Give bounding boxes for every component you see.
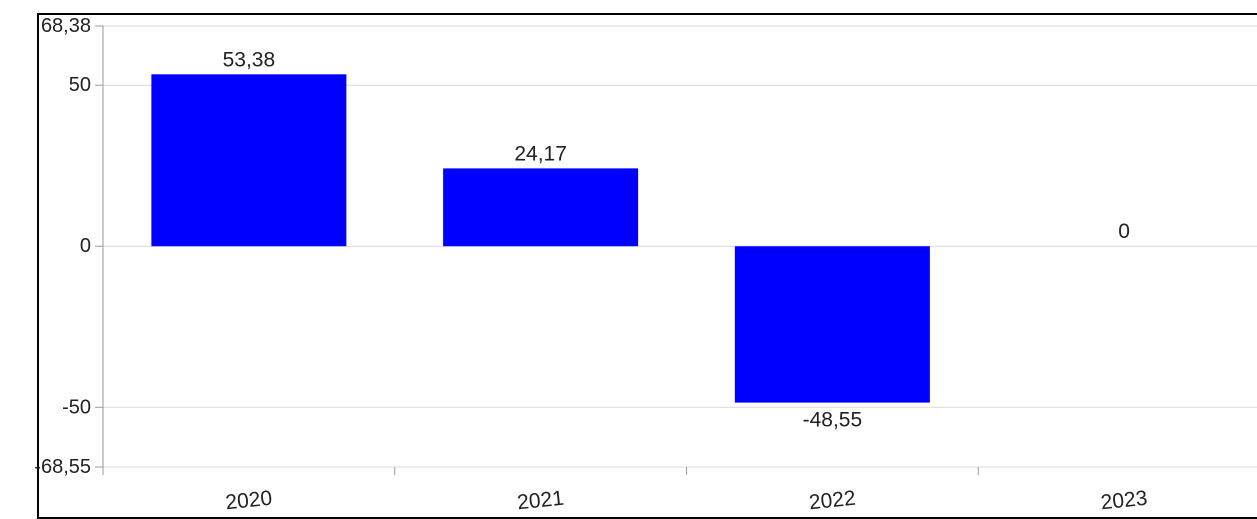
axes — [95, 25, 979, 475]
y-tick-label: 50 — [69, 74, 91, 96]
x-tick-label-2021: 2021 — [516, 487, 565, 515]
x-tick-labels: 2020 2021 2022 2023 — [224, 487, 1148, 515]
x-tick-label-2022: 2022 — [808, 487, 857, 515]
data-label-2022: -48,55 — [803, 409, 863, 432]
y-tick-label: -68,55 — [34, 456, 91, 478]
data-labels: 53,38 24,17 -48,55 0 — [223, 48, 1130, 431]
y-tick-label: 0 — [80, 235, 91, 257]
data-label-2021: 24,17 — [514, 142, 567, 165]
y-tick-label: -50 — [62, 396, 91, 418]
bar-2022 — [734, 246, 930, 403]
y-tick-label: 68,38 — [41, 15, 91, 37]
bars — [151, 74, 930, 403]
x-tick-label-2020: 2020 — [224, 487, 273, 515]
data-label-2020: 53,38 — [223, 48, 276, 71]
data-label-2023: 0 — [1118, 220, 1130, 243]
y-tick-labels: 68,38 50 0 -50 -68,55 — [34, 15, 91, 478]
bar-2021 — [443, 168, 639, 247]
bar-2020 — [151, 74, 347, 247]
x-tick-label-2023: 2023 — [1100, 487, 1149, 515]
